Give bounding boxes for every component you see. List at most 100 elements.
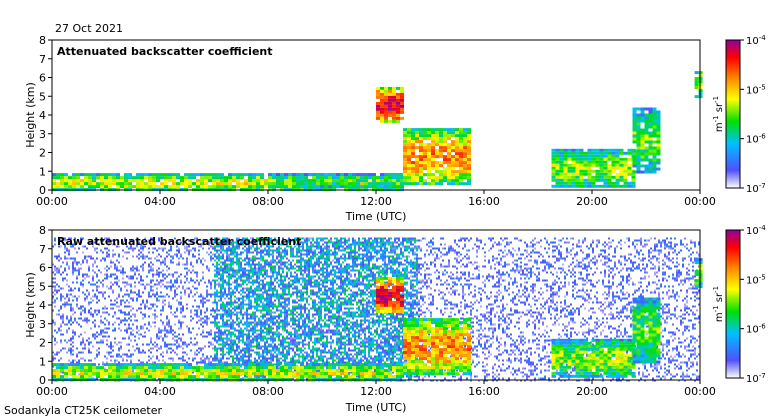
backscatter-cell: [350, 371, 352, 374]
backscatter-cell: [242, 313, 244, 316]
backscatter-cell: [380, 182, 384, 186]
backscatter-cell: [312, 355, 314, 358]
backscatter-cell: [396, 107, 400, 111]
backscatter-cell: [571, 154, 576, 158]
backscatter-cell: [220, 176, 224, 180]
backscatter-cell: [110, 275, 112, 278]
backscatter-cell: [190, 311, 192, 314]
backscatter-cell: [162, 305, 164, 308]
backscatter-cell: [174, 271, 176, 274]
backscatter-cell: [300, 179, 304, 183]
backscatter-cell: [644, 149, 649, 153]
backscatter-cell: [76, 297, 78, 300]
backscatter-cell: [162, 337, 164, 340]
backscatter-cell: [68, 267, 70, 270]
backscatter-cell: [74, 243, 76, 246]
backscatter-cell: [330, 343, 332, 346]
backscatter-cell: [170, 279, 172, 282]
backscatter-cell: [240, 176, 244, 180]
backscatter-cell: [286, 329, 288, 332]
backscatter-cell: [182, 343, 184, 346]
backscatter-cell: [190, 289, 192, 292]
backscatter-cell: [88, 293, 90, 296]
backscatter-cell: [150, 337, 152, 340]
backscatter-cell: [400, 86, 404, 90]
backscatter-cell: [52, 365, 54, 368]
backscatter-cell: [551, 184, 556, 188]
backscatter-cell: [403, 134, 407, 138]
backscatter-cell: [587, 181, 592, 185]
backscatter-cell: [156, 355, 158, 358]
backscatter-cell: [264, 343, 266, 346]
backscatter-cell: [192, 371, 194, 374]
backscatter-cell: [152, 263, 154, 266]
backscatter-cell: [104, 305, 106, 308]
backscatter-cell: [656, 116, 661, 120]
backscatter-cell: [174, 253, 176, 256]
backscatter-cell: [644, 164, 649, 168]
backscatter-cell: [656, 137, 661, 141]
backscatter-cell: [126, 251, 128, 254]
backscatter-cell: [148, 263, 150, 266]
backscatter-cell: [599, 151, 604, 155]
backscatter-cell: [232, 185, 236, 189]
backscatter-cell: [154, 321, 156, 324]
backscatter-cell: [354, 349, 356, 352]
backscatter-cell: [198, 245, 200, 248]
backscatter-cell: [419, 173, 423, 177]
backscatter-cell: [607, 172, 612, 176]
backscatter-cell: [84, 343, 86, 346]
colorbar-tick-label: 10-6: [746, 133, 766, 146]
backscatter-cell: [338, 367, 340, 370]
backscatter-cell: [447, 167, 451, 171]
backscatter-cell: [68, 319, 70, 322]
backscatter-cell: [184, 289, 186, 292]
backscatter-cell: [435, 155, 439, 159]
backscatter-cell: [102, 279, 104, 282]
backscatter-cell: [563, 181, 568, 185]
backscatter-cell: [128, 251, 130, 254]
backscatter-cell: [78, 361, 80, 364]
backscatter-cell: [595, 178, 600, 182]
backscatter-cell: [384, 98, 388, 102]
backscatter-cell: [619, 178, 624, 182]
backscatter-cell: [636, 143, 641, 147]
backscatter-cell: [154, 341, 156, 344]
backscatter-cell: [559, 178, 564, 182]
backscatter-cell: [144, 305, 146, 308]
backscatter-cell: [652, 167, 657, 171]
backscatter-cell: [579, 175, 584, 179]
backscatter-cell: [174, 295, 176, 298]
backscatter-cell: [326, 289, 328, 292]
backscatter-cell: [467, 164, 471, 168]
backscatter-cell: [128, 335, 130, 338]
backscatter-cell: [86, 259, 88, 262]
backscatter-cell: [431, 167, 435, 171]
backscatter-cell: [202, 329, 204, 332]
backscatter-cell: [571, 157, 576, 161]
backscatter-cell: [66, 293, 68, 296]
backscatter-cell: [156, 357, 158, 360]
backscatter-cell: [132, 353, 134, 356]
backscatter-cell: [136, 297, 138, 300]
backscatter-cell: [362, 281, 364, 284]
backscatter-cell: [264, 185, 268, 189]
backscatter-cell: [435, 170, 439, 174]
backscatter-cell: [88, 241, 90, 244]
backscatter-cell: [162, 307, 164, 310]
backscatter-cell: [92, 182, 96, 186]
backscatter-cell: [188, 293, 190, 296]
backscatter-cell: [595, 154, 600, 158]
backscatter-cell: [112, 273, 114, 276]
backscatter-cell: [208, 359, 210, 362]
backscatter-cell: [451, 134, 455, 138]
backscatter-cell: [615, 151, 620, 155]
backscatter-cell: [164, 325, 166, 328]
backscatter-cell: [607, 163, 612, 167]
backscatter-cell: [156, 349, 158, 352]
backscatter-cell: [354, 291, 356, 294]
backscatter-cell: [128, 323, 130, 326]
backscatter-cell: [567, 163, 572, 167]
backscatter-cell: [86, 297, 88, 300]
backscatter-cell: [611, 163, 616, 167]
